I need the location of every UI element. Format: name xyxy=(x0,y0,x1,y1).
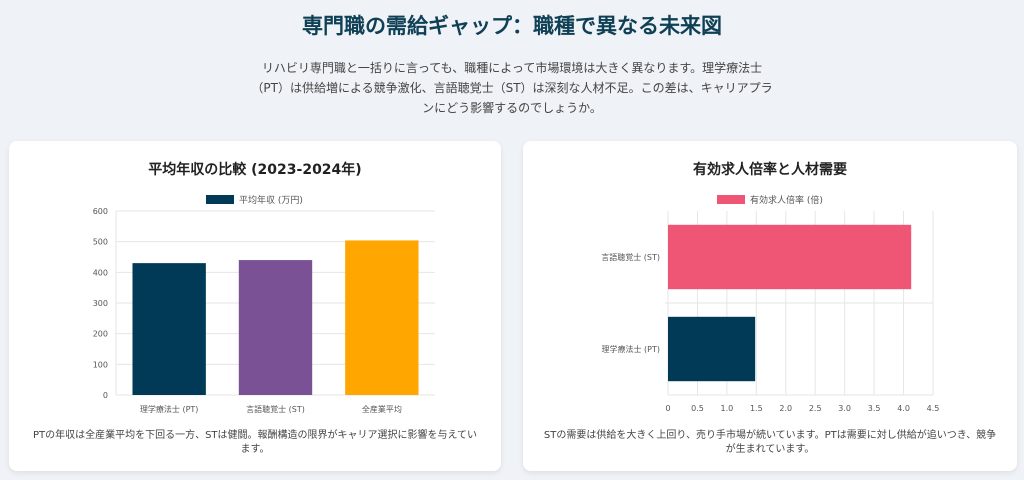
demand-chart-title: 有効求人倍率と人材需要 xyxy=(693,162,847,178)
x-tick-label: 3.0 xyxy=(838,404,851,413)
x-tick-label: 1.5 xyxy=(750,404,763,413)
x-tick-label: 3.5 xyxy=(868,404,881,413)
legend-swatch xyxy=(206,195,234,204)
x-tick-label: 4.5 xyxy=(927,404,940,413)
x-tick-label: 言語聴覚士 (ST) xyxy=(246,404,305,414)
bar xyxy=(668,316,756,382)
y-tick-label: 200 xyxy=(93,330,108,339)
intro-text: リハビリ専門職と一括りに言っても、職種によって市場環境は大きく異なります。理学療… xyxy=(251,61,773,115)
y-tick-label: 500 xyxy=(93,238,108,247)
salary-chart-card: 平均年収の比較 (2023-2024年) 平均年収 (万円) 0 100 200 300… xyxy=(9,141,501,471)
x-tick-label: 0.5 xyxy=(691,404,704,413)
demand-caption: STの需要は供給を大きく上回り、売り手市場が続いています。PTは需要に対し供給が… xyxy=(543,430,997,455)
y-tick-label: 言語聴覚士 (ST) xyxy=(601,252,660,262)
demand-chart-card: 有効求人倍率と人材需要 有効求人倍率 (倍) 0 0.5 1.0 1.5 2.0 2.5 3.… xyxy=(523,141,1017,471)
y-tick-label: 400 xyxy=(93,268,108,277)
y-tick-label: 理学療法士 (PT) xyxy=(602,344,661,354)
demand-chart: 有効求人倍率 (倍) 0 0.5 1.0 1.5 2.0 2.5 3.0 3.5 4.0 4.5 言語… xyxy=(601,194,940,413)
x-tick-label: 理学療法士 (PT) xyxy=(140,404,199,414)
y-tick-label: 0 xyxy=(103,391,108,400)
bar xyxy=(132,263,206,395)
x-tick-label: 1.0 xyxy=(721,404,734,413)
bar xyxy=(238,260,313,395)
y-tick-label: 100 xyxy=(93,360,108,369)
page-title: 専門職の需給ギャップ：職種で異なる未来図 xyxy=(302,14,722,38)
salary-chart: 平均年収 (万円) 0 100 200 300 400 500 600 理学療法士 (PT) 言語… xyxy=(93,194,435,414)
legend-label: 有効求人倍率 (倍) xyxy=(750,194,823,206)
x-tick-label: 0 xyxy=(665,404,670,413)
x-tick-label: 4.0 xyxy=(897,404,910,413)
bar xyxy=(668,224,912,290)
x-tick-label: 全産業平均 xyxy=(362,404,402,414)
legend-label: 平均年収 (万円) xyxy=(239,194,303,206)
salary-chart-title: 平均年収の比較 (2023-2024年) xyxy=(148,162,362,178)
bar xyxy=(345,240,419,395)
legend-swatch xyxy=(717,195,745,204)
salary-caption: PTの年収は全産業平均を下回る一方、STは健闘。報酬構造の限界がキャリア選択に影… xyxy=(32,430,478,455)
y-tick-label: 300 xyxy=(93,299,108,308)
x-tick-label: 2.0 xyxy=(779,404,792,413)
x-tick-label: 2.5 xyxy=(809,404,822,413)
y-tick-label: 600 xyxy=(93,207,108,216)
